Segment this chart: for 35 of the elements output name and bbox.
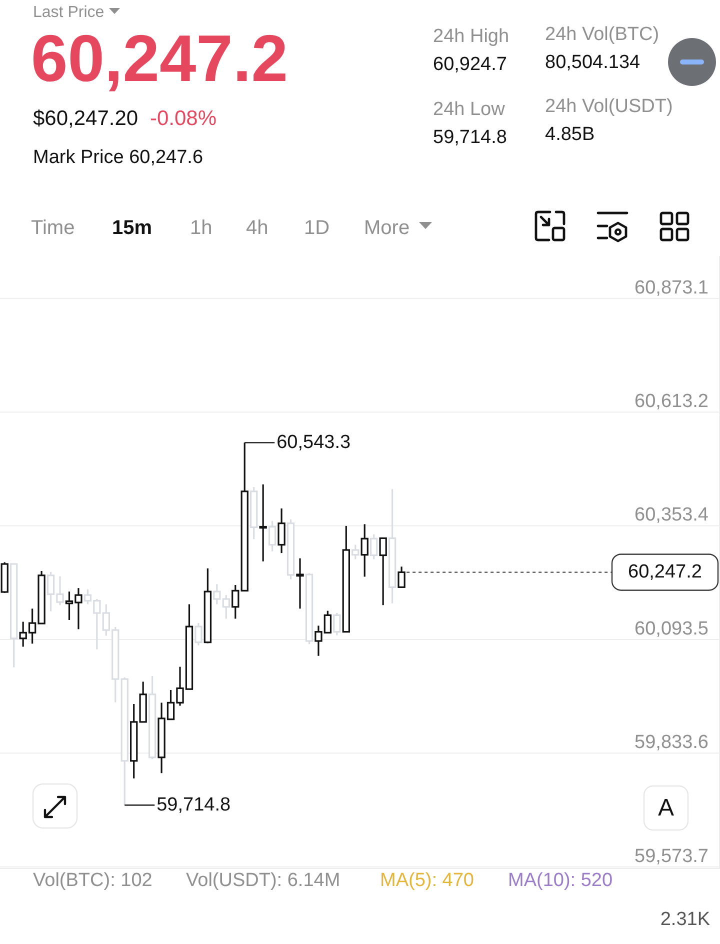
text: 15m — [112, 217, 152, 239]
y-tick-label: 60,873.1 — [634, 277, 708, 298]
text: More — [364, 217, 410, 239]
text: 24h Vol(USDT) — [545, 96, 673, 117]
annotation: 59,714.8 — [156, 794, 231, 816]
ref-line-label: 60,247.2 — [628, 562, 702, 583]
text: $60,247.20 — [33, 107, 138, 130]
text: 1D — [304, 217, 330, 239]
y-tick-label: 60,613.2 — [634, 390, 708, 412]
text: Mark Price 60,247.6 — [33, 147, 204, 168]
y-tick-label: 59,573.7 — [634, 846, 708, 867]
text: 80,504.134 — [545, 52, 641, 73]
text: 4.85B — [545, 124, 595, 145]
y-tick-label: 59,833.6 — [634, 732, 708, 754]
text: Time — [31, 217, 75, 239]
text: -0.08% — [150, 107, 217, 130]
annotation: A — [658, 794, 674, 822]
text: 60,247.2 — [31, 21, 288, 95]
y-tick-label: 60,093.5 — [634, 618, 708, 640]
text: MA(10): 520 — [508, 870, 613, 891]
text: 4h — [246, 217, 268, 239]
text: 59,714.8 — [433, 127, 507, 148]
letter-button: A — [643, 785, 689, 831]
text: 24h Low — [433, 99, 506, 120]
text: 60,924.7 — [433, 54, 507, 75]
text: Vol(USDT): 6.14M — [186, 870, 340, 891]
text: 24h Vol(BTC) — [545, 24, 660, 45]
text: 2.31K — [660, 909, 710, 930]
text: 24h High — [433, 26, 510, 47]
text: Last Price — [33, 4, 104, 21]
text: 1h — [190, 217, 212, 239]
y-tick-label: 60,353.4 — [634, 504, 709, 526]
annotation: 60,543.3 — [276, 432, 351, 454]
text: MA(5): 470 — [380, 870, 474, 891]
text: Vol(BTC): 102 — [33, 870, 152, 891]
